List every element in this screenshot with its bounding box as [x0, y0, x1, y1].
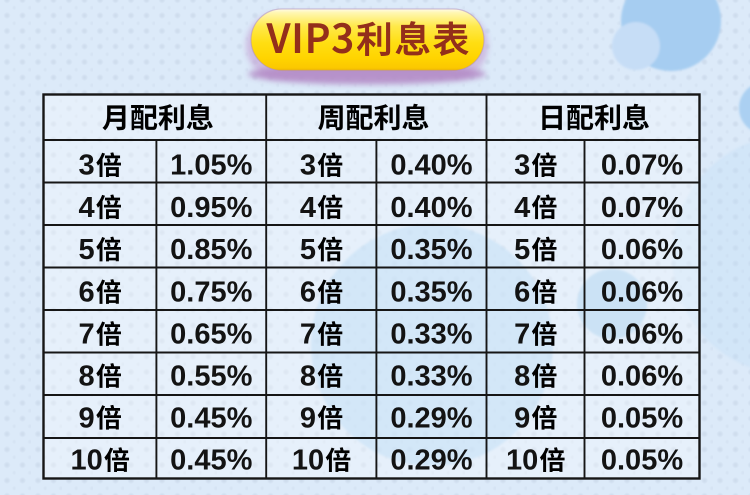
svg-text:0.06%: 0.06%: [601, 234, 683, 266]
svg-text:4: 4: [300, 192, 316, 224]
svg-text:0.45%: 0.45%: [170, 445, 252, 477]
svg-text:0.65%: 0.65%: [170, 319, 252, 351]
svg-text:10: 10: [70, 445, 102, 477]
svg-text:0.33%: 0.33%: [390, 361, 472, 393]
svg-text:8: 8: [300, 361, 316, 393]
svg-text:5: 5: [514, 234, 530, 266]
svg-text:7: 7: [79, 319, 95, 351]
svg-text:3: 3: [79, 150, 95, 182]
svg-text:0.75%: 0.75%: [170, 277, 252, 309]
svg-text:6: 6: [514, 277, 530, 309]
svg-text:0.33%: 0.33%: [390, 319, 472, 351]
svg-text:9: 9: [514, 402, 530, 434]
svg-text:0.06%: 0.06%: [601, 277, 683, 309]
svg-text:0.06%: 0.06%: [601, 319, 683, 351]
svg-text:9: 9: [79, 402, 95, 434]
svg-text:6: 6: [300, 277, 316, 309]
svg-text:0.05%: 0.05%: [601, 445, 683, 477]
svg-text:0.35%: 0.35%: [390, 234, 472, 266]
svg-text:0.06%: 0.06%: [601, 361, 683, 393]
svg-text:3: 3: [514, 150, 530, 182]
svg-text:0.29%: 0.29%: [390, 445, 472, 477]
svg-text:0.07%: 0.07%: [601, 192, 683, 224]
svg-text:0.45%: 0.45%: [170, 402, 252, 434]
svg-text:0.05%: 0.05%: [601, 402, 683, 434]
svg-text:10: 10: [506, 445, 538, 477]
svg-text:4: 4: [79, 192, 95, 224]
svg-text:0.55%: 0.55%: [170, 361, 252, 393]
svg-text:7: 7: [300, 319, 316, 351]
svg-text:0.29%: 0.29%: [390, 402, 472, 434]
svg-text:0.95%: 0.95%: [170, 192, 252, 224]
svg-text:8: 8: [514, 361, 530, 393]
svg-text:8: 8: [79, 361, 95, 393]
svg-text:0.40%: 0.40%: [390, 192, 472, 224]
svg-text:6: 6: [79, 277, 95, 309]
svg-text:1.05%: 1.05%: [170, 150, 252, 182]
svg-text:9: 9: [300, 402, 316, 434]
svg-text:5: 5: [79, 234, 95, 266]
svg-text:0.40%: 0.40%: [390, 150, 472, 182]
svg-text:10: 10: [292, 445, 324, 477]
svg-text:4: 4: [514, 192, 530, 224]
svg-text:7: 7: [514, 319, 530, 351]
svg-text:0.35%: 0.35%: [390, 277, 472, 309]
svg-text:5: 5: [300, 234, 316, 266]
svg-text:3: 3: [300, 150, 316, 182]
svg-text:0.85%: 0.85%: [170, 234, 252, 266]
svg-text:0.07%: 0.07%: [601, 150, 683, 182]
